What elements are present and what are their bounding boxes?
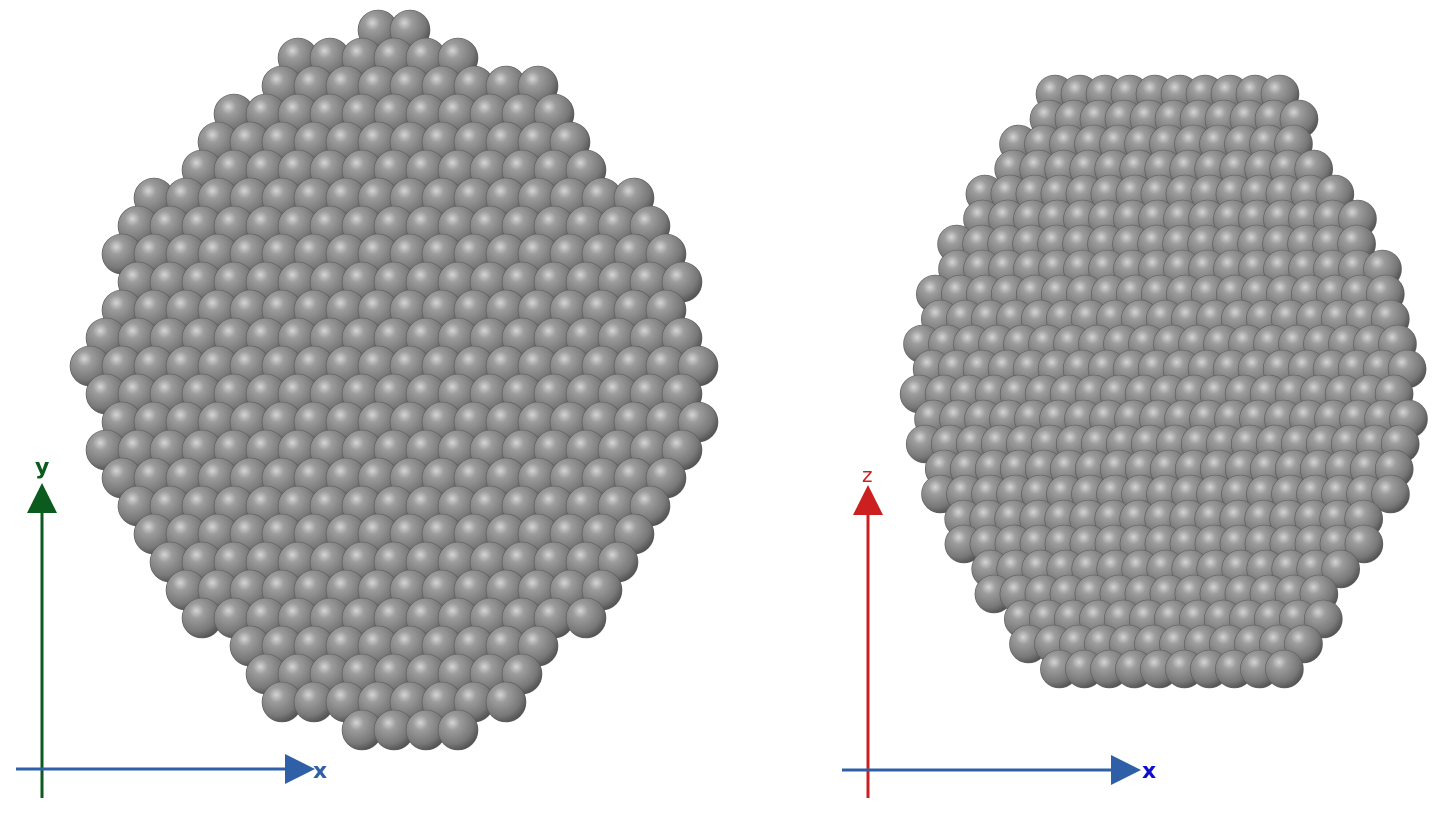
atom-sphere [1321, 549, 1360, 589]
atom-sphere [1344, 524, 1384, 564]
left-x-axis-label: x [313, 759, 327, 784]
left-y-axis-label: y [35, 455, 49, 480]
atom-sphere [1371, 474, 1410, 514]
atom-sphere [565, 597, 607, 639]
right-z-axis-label: z [862, 463, 873, 487]
left-axes: y x [16, 455, 327, 798]
atom-sphere [437, 709, 479, 751]
atom-sphere [485, 681, 527, 723]
right-x-axis-label: x [1142, 759, 1156, 784]
rhombic-dodecahedron-particle [69, 9, 719, 751]
right-axes: z x [842, 463, 1156, 798]
barrel-particle [899, 74, 1428, 689]
atom-sphere [1265, 649, 1304, 689]
